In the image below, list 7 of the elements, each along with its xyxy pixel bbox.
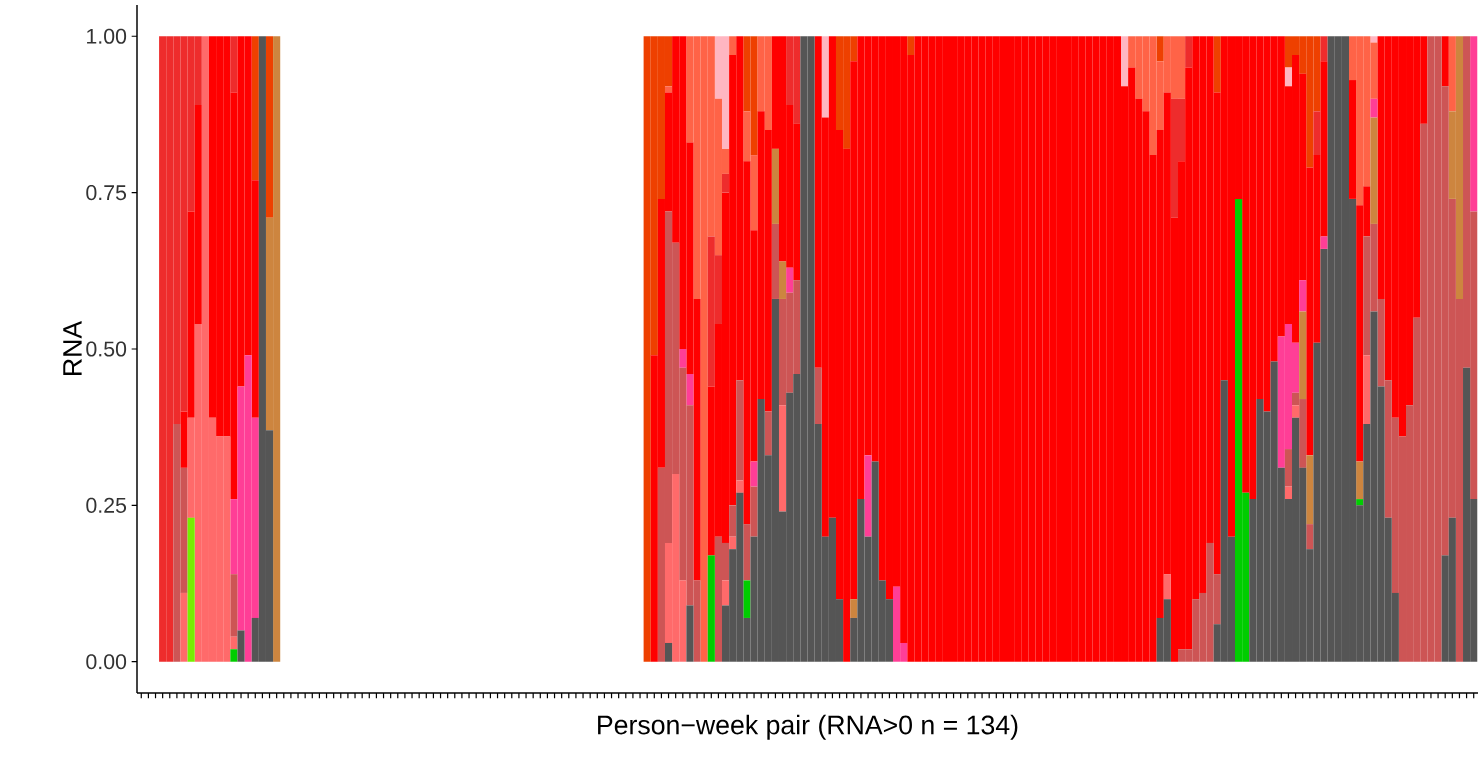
x-axis-title: Person−week pair (RNA>0 n = 134) xyxy=(598,714,1018,740)
y-tick-label: 1.00 xyxy=(87,28,127,44)
y-tick-label: 0.00 xyxy=(86,654,127,670)
y-tick-label: 0.50 xyxy=(86,341,127,357)
y-tick-label: 0.75 xyxy=(86,185,127,201)
y-axis-title: RNA xyxy=(63,320,82,375)
y-tick-label: 0.25 xyxy=(86,497,127,513)
